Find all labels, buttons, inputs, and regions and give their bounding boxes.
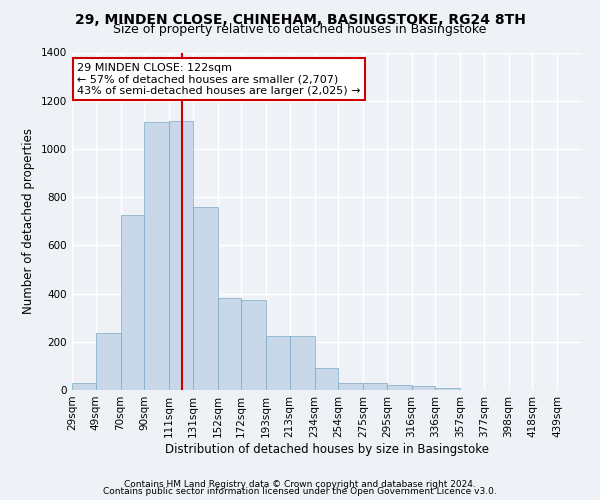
Bar: [338, 383, 363, 390]
Text: 29, MINDEN CLOSE, CHINEHAM, BASINGSTOKE, RG24 8TH: 29, MINDEN CLOSE, CHINEHAM, BASINGSTOKE,…: [74, 12, 526, 26]
Bar: [95, 334, 121, 390]
Bar: [266, 336, 290, 390]
Text: Size of property relative to detached houses in Basingstoke: Size of property relative to detached ho…: [113, 22, 487, 36]
Bar: [144, 122, 169, 390]
Text: 29 MINDEN CLOSE: 122sqm
← 57% of detached houses are smaller (2,707)
43% of semi: 29 MINDEN CLOSE: 122sqm ← 57% of detache…: [77, 62, 361, 96]
Bar: [412, 386, 435, 390]
X-axis label: Distribution of detached houses by size in Basingstoke: Distribution of detached houses by size …: [165, 442, 489, 456]
Bar: [241, 300, 266, 390]
Bar: [218, 298, 241, 390]
Bar: [193, 207, 218, 390]
Bar: [290, 336, 314, 390]
Bar: [121, 215, 144, 390]
Text: Contains HM Land Registry data © Crown copyright and database right 2024.: Contains HM Land Registry data © Crown c…: [124, 480, 476, 489]
Bar: [435, 388, 460, 390]
Bar: [387, 384, 412, 390]
Bar: [314, 368, 338, 390]
Bar: [169, 121, 193, 390]
Y-axis label: Number of detached properties: Number of detached properties: [22, 128, 35, 314]
Bar: [363, 383, 387, 390]
Bar: [72, 383, 95, 390]
Text: Contains public sector information licensed under the Open Government Licence v3: Contains public sector information licen…: [103, 488, 497, 496]
